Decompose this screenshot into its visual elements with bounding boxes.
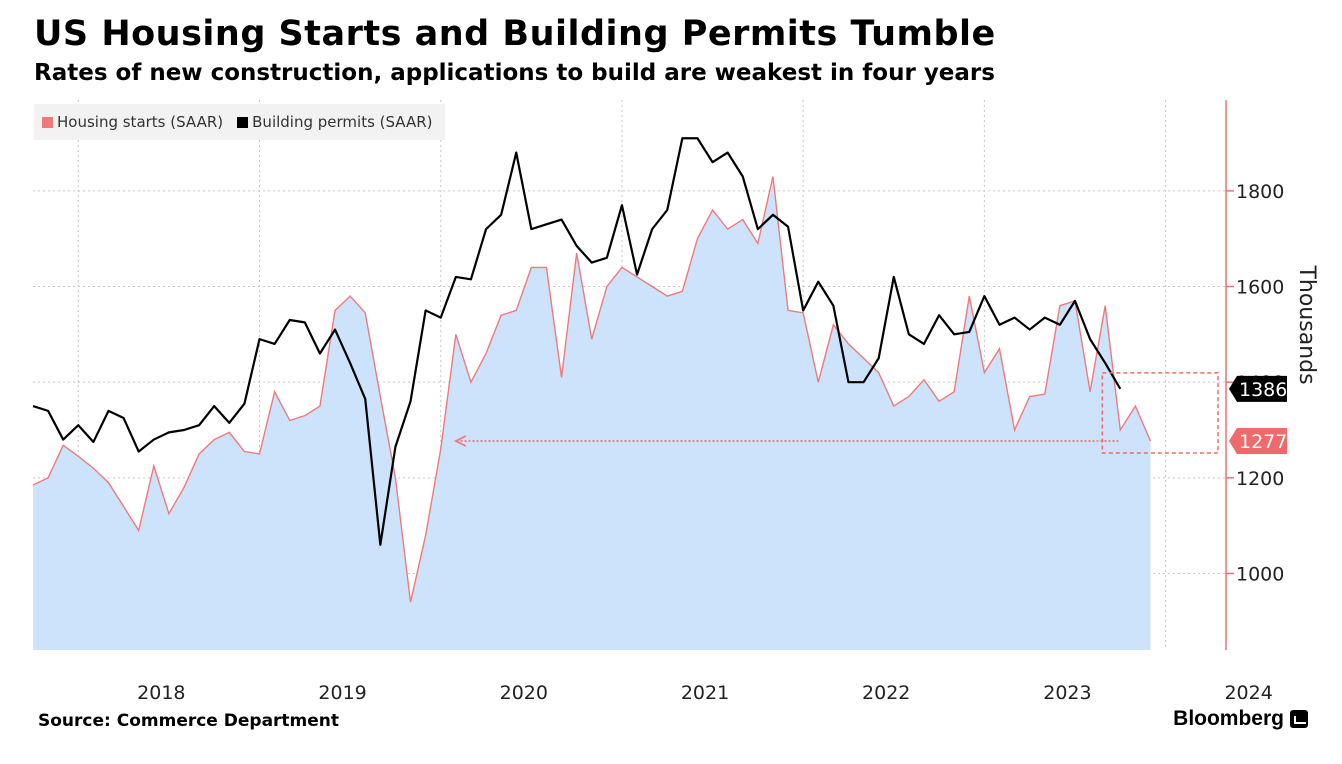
y-tick-label: 1800 (1236, 181, 1284, 203)
brand-name: Bloomberg (1173, 707, 1284, 730)
legend-swatch-building-permits (237, 116, 249, 128)
y-tick-label: 1600 (1236, 277, 1284, 299)
series-line-building-permits (32, 137, 1122, 546)
x-tick-label: 2022 (862, 682, 910, 704)
source-note: Source: Commerce Department (38, 711, 340, 731)
legend-swatch-housing-starts (42, 116, 53, 128)
y-axis-label: Thousands (1294, 264, 1319, 384)
badge-building-permits-label: 1386 (1239, 379, 1287, 401)
x-tick-label: 2020 (500, 682, 548, 704)
brand-logo: Bloomberg (1173, 707, 1308, 731)
legend-item-building-permits[interactable]: Building permits (SAAR) (237, 113, 433, 131)
highlight-box (1101, 372, 1219, 454)
series-area-housing-starts (33, 176, 1151, 650)
reference-arrow-head (453, 435, 467, 447)
chart-legend: Housing starts (SAAR) Building permits (… (34, 104, 445, 140)
badge-housing-starts-bg (1229, 428, 1287, 454)
chart-title: US Housing Starts and Building Permits T… (34, 14, 996, 54)
legend-item-housing-starts[interactable]: Housing starts (SAAR) (42, 113, 223, 131)
legend-label-building-permits: Building permits (SAAR) (252, 113, 433, 131)
terminal-icon (1290, 710, 1308, 728)
x-tick-label: 2024 (1224, 682, 1272, 704)
legend-label-housing-starts: Housing starts (SAAR) (57, 113, 224, 131)
y-tick-label: 1000 (1236, 563, 1284, 585)
x-tick-label: 2018 (137, 682, 185, 704)
x-tick-label: 2021 (681, 682, 729, 704)
badge-building-permits-bg (1229, 375, 1287, 402)
series-line-housing-starts (32, 176, 1152, 603)
y-tick-label: 1200 (1236, 468, 1284, 490)
chart-subtitle: Rates of new construction, applications … (34, 60, 995, 86)
x-tick-label: 2019 (318, 682, 366, 704)
badge-housing-starts-label: 1277 (1239, 431, 1287, 453)
x-tick-label: 2023 (1043, 682, 1091, 704)
